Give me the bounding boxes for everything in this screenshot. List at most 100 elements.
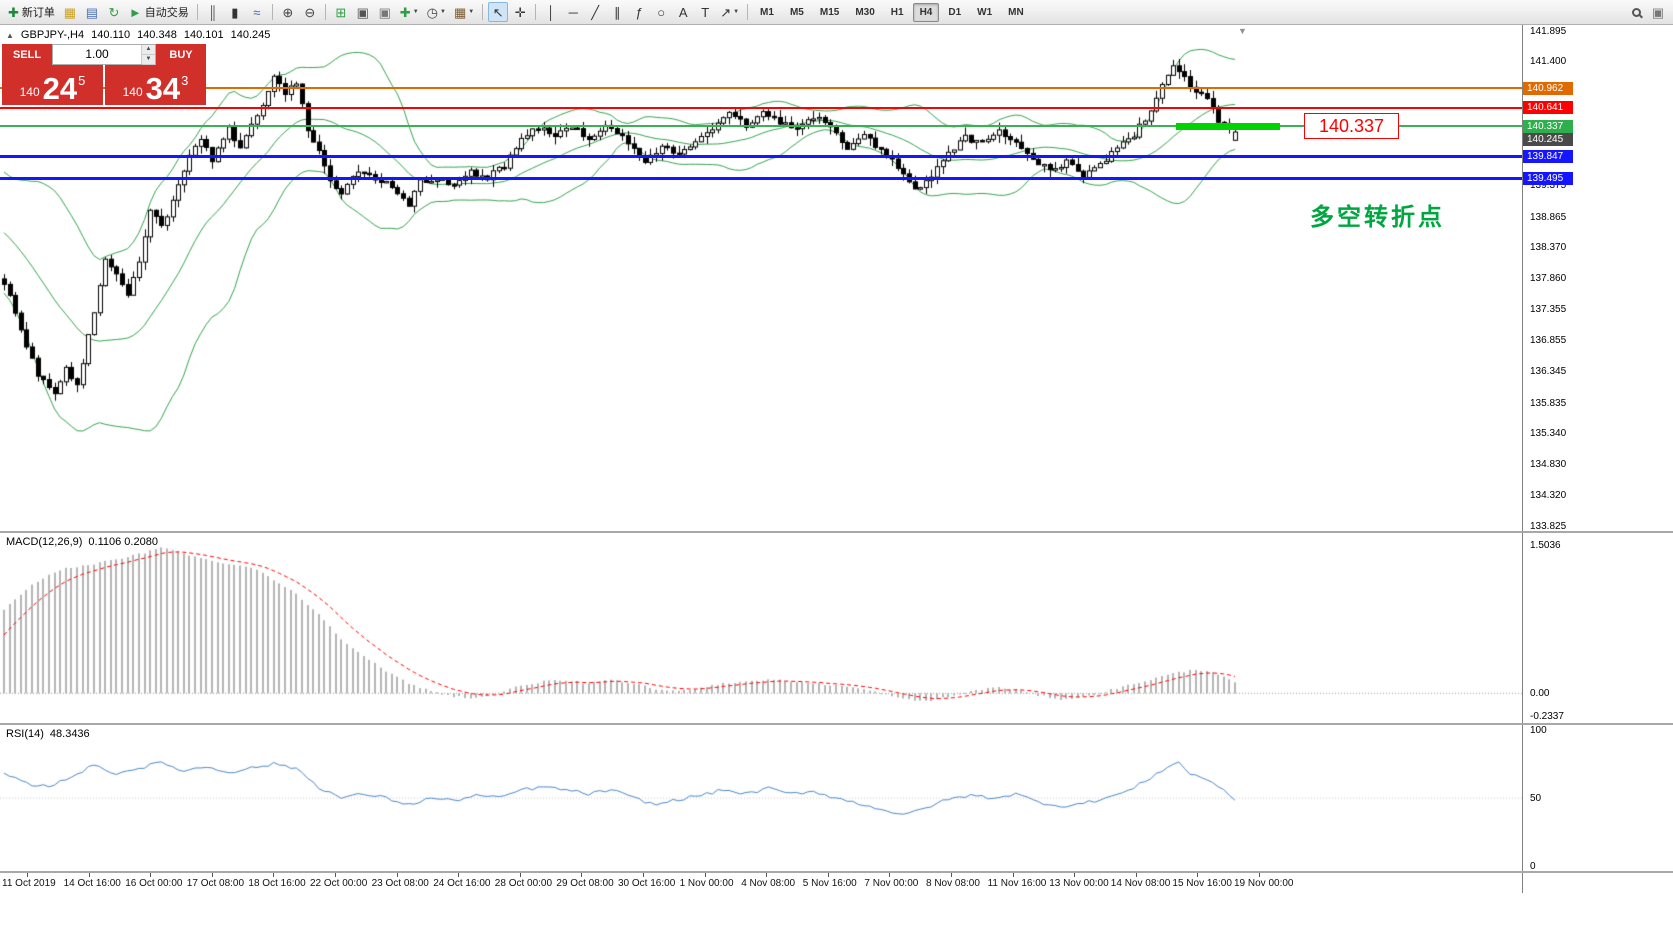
- time-axis-label: 14 Nov 08:00: [1110, 878, 1171, 889]
- refresh-button[interactable]: ↻: [104, 2, 124, 22]
- timeframe-mn-button[interactable]: MN: [1008, 6, 1024, 18]
- sell-price[interactable]: 140 24 5: [2, 65, 103, 105]
- buy-price[interactable]: 140 34 3: [105, 65, 206, 105]
- arrows-button[interactable]: ↗ ▼: [717, 2, 742, 22]
- collapse-trade-panel-icon[interactable]: ▲: [6, 30, 14, 40]
- time-axis-tick: [273, 873, 275, 877]
- price-scale-label: 138.865: [1530, 211, 1567, 223]
- time-axis-tick: [1197, 873, 1199, 877]
- candlestick-chart-button[interactable]: ▮: [225, 2, 245, 22]
- periods-button[interactable]: ◷ ▼: [424, 2, 449, 22]
- vertical-line-button[interactable]: │: [541, 2, 561, 22]
- navigator-button[interactable]: ▤: [82, 2, 102, 22]
- arrange-windows-button[interactable]: ▣: [375, 2, 395, 22]
- tile-windows-button[interactable]: ⊞: [331, 2, 351, 22]
- crosshair-button[interactable]: ✛: [510, 2, 530, 22]
- bar-chart-button[interactable]: ║: [203, 2, 223, 22]
- text-icon: A: [678, 4, 688, 20]
- text-button[interactable]: A: [673, 2, 693, 22]
- time-axis-label: 29 Oct 08:00: [556, 878, 614, 889]
- timeframe-d1-button[interactable]: D1: [948, 6, 962, 18]
- price-scale-label: 134.830: [1530, 459, 1567, 471]
- cursor-button[interactable]: ↖: [488, 2, 509, 22]
- chart-shift-marker-icon[interactable]: ▼: [1238, 26, 1247, 36]
- market-watch-button[interactable]: ▦: [60, 2, 80, 22]
- rsi-value: 48.3436: [49, 728, 90, 740]
- time-axis-tick: [88, 873, 90, 877]
- price-scale-label: 134.320: [1530, 490, 1567, 502]
- templates-button[interactable]: ▦ ▼: [451, 2, 477, 22]
- candlestick-chart-icon: ▮: [231, 4, 239, 20]
- timeframe-m15-button[interactable]: M15: [819, 6, 840, 18]
- time-axis-label: 19 Nov 00:00: [1234, 878, 1294, 889]
- time-axis-tick: [581, 873, 583, 877]
- dropdown-arrow-icon: ▼: [733, 9, 740, 15]
- cascade-windows-button[interactable]: ▣: [353, 2, 373, 22]
- search-button[interactable]: [1626, 2, 1646, 22]
- macd-scale-label: 1.5036: [1530, 539, 1561, 551]
- pane-separator[interactable]: [0, 531, 1673, 533]
- new-order-icon: ✚: [8, 4, 19, 20]
- pane-separator[interactable]: [0, 723, 1673, 725]
- zoom-out-button[interactable]: ⊖: [300, 2, 320, 22]
- main-chart-pane[interactable]: ▲ GBPJPY-,H4 140.110 140.348 140.101 140…: [0, 25, 1522, 531]
- horizontal-line-140.962[interactable]: [0, 87, 1522, 90]
- rsi-chart-canvas[interactable]: [0, 725, 1522, 871]
- text-label-button[interactable]: T: [695, 2, 715, 22]
- timeframe-h1-button[interactable]: H1: [890, 6, 904, 18]
- time-axis-label: 5 Nov 16:00: [802, 878, 857, 889]
- volume-increase-button[interactable]: ▲: [142, 45, 155, 55]
- sell-button[interactable]: SELL: [2, 44, 52, 65]
- bar-chart-icon: ║: [208, 4, 218, 20]
- time-axis-label: 8 Nov 08:00: [926, 878, 980, 889]
- time-axis-tick: [27, 873, 28, 877]
- volume-spinner: ▲ ▼: [141, 45, 155, 65]
- time-axis-label: 1 Nov 00:00: [679, 878, 734, 889]
- candlestick-chart-canvas[interactable]: [0, 25, 1522, 531]
- zoom-in-button[interactable]: ⊕: [278, 2, 298, 22]
- timeframe-m5-button[interactable]: M5: [789, 6, 804, 18]
- line-chart-icon: ≈: [253, 4, 261, 20]
- price-scale-label: 139.375: [1530, 180, 1567, 192]
- timeframe-w1-button[interactable]: W1: [977, 6, 993, 18]
- horizontal-line-140.641[interactable]: [0, 106, 1522, 109]
- timeframe-m30-button[interactable]: M30: [855, 6, 875, 18]
- rsi-pane[interactable]: RSI(14) 48.3436: [0, 725, 1522, 871]
- pane-separator[interactable]: [0, 871, 1673, 873]
- autotrading-button[interactable]: ► 自动交易: [126, 2, 192, 22]
- macd-pane[interactable]: MACD(12,26,9) 0.1106 0.2080: [0, 533, 1522, 723]
- timeframe-m1-button[interactable]: M1: [760, 6, 774, 18]
- line-chart-button[interactable]: ≈: [247, 2, 267, 22]
- horizontal-line-139.495[interactable]: [0, 176, 1522, 180]
- horizontal-line-140.337[interactable]: [0, 125, 1522, 128]
- timeframe-h4-button[interactable]: H4: [912, 2, 940, 22]
- cursor-icon: ↖: [492, 4, 504, 20]
- volume-decrease-button[interactable]: ▼: [142, 55, 155, 65]
- trendline-icon: ╱: [591, 4, 600, 20]
- time-axis-label: 7 Nov 00:00: [864, 878, 919, 889]
- channel-button[interactable]: ∥: [607, 2, 627, 22]
- macd-chart-canvas[interactable]: [0, 533, 1522, 723]
- time-axis-label: 4 Nov 08:00: [741, 878, 796, 889]
- horizontal-line-button[interactable]: ─: [563, 2, 583, 22]
- buy-price-point: 3: [181, 73, 189, 88]
- shapes-button[interactable]: ○: [651, 2, 671, 22]
- annotation-note[interactable]: 多空转折点: [1310, 204, 1445, 231]
- new-order-button[interactable]: ✚ 新订单: [5, 2, 58, 22]
- time-axis-tick: [1259, 873, 1260, 877]
- buy-button[interactable]: BUY: [156, 44, 206, 65]
- trendline-button[interactable]: ╱: [585, 2, 605, 22]
- indicators-add-button[interactable]: ✚ ▼: [397, 2, 422, 22]
- price-scale-label: 136.345: [1530, 366, 1567, 378]
- fibonacci-button[interactable]: ƒ: [629, 2, 649, 22]
- horizontal-line-139.847[interactable]: [0, 154, 1522, 158]
- tile-windows-icon: ⊞: [335, 4, 347, 20]
- crosshair-icon: ✛: [514, 4, 526, 20]
- trade-level-line[interactable]: [1176, 122, 1280, 130]
- price-callout[interactable]: 140.337: [1304, 113, 1399, 139]
- volume-field[interactable]: 1.00 ▲ ▼: [52, 44, 156, 65]
- community-button[interactable]: ▣: [1648, 2, 1668, 22]
- time-axis[interactable]: 11 Oct 2019 14 Oct 16:00 16 Oct 00:00 17 Oc…: [0, 873, 1522, 893]
- price-scale[interactable]: 141.895 141.400 139.375 138.865 138.370 137.8…: [1522, 25, 1673, 893]
- autotrading-icon: ►: [128, 4, 142, 20]
